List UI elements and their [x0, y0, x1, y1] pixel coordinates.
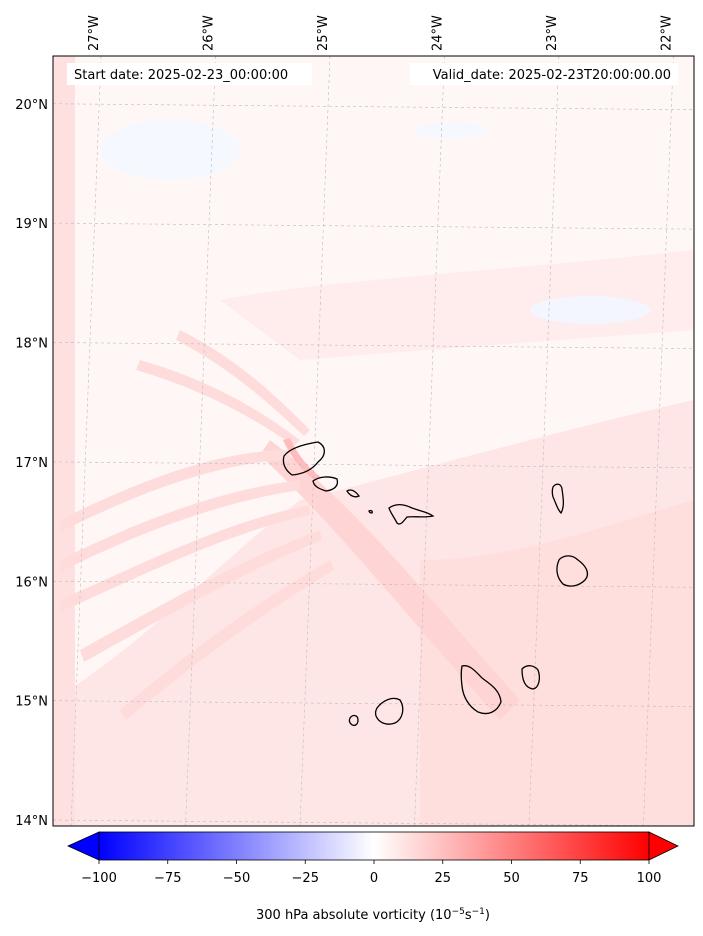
parallel-gridline [52, 700, 695, 707]
longitude-tick-label: 22°W [659, 15, 674, 51]
meridian-gridline [299, 55, 331, 827]
vorticity-field [53, 56, 694, 826]
parallel-gridline [52, 819, 695, 827]
colorbar-tick-label: 0 [370, 871, 378, 886]
colorbar-tick-label: −75 [154, 871, 181, 886]
start-date-box: Start date: 2025-02-23_00:00:00 [67, 63, 312, 85]
island-brava [348, 714, 359, 727]
longitude-tick-label: 23°W [545, 15, 560, 51]
longitude-labels: 27°W 26°W 25°W 24°W 23°W 22°W [87, 15, 674, 51]
vorticity-ripples [60, 330, 334, 720]
island-raso [368, 509, 373, 514]
colorbar-tick-label: −50 [223, 871, 250, 886]
vorticity-shade-band-north [220, 250, 694, 360]
latitude-tick-label: 18°N [15, 337, 48, 352]
parallel-gridline [52, 461, 695, 469]
parallel-gridline [52, 103, 695, 111]
latitude-tick-label: 16°N [15, 575, 48, 590]
latitude-tick-label: 14°N [15, 814, 48, 829]
colorbar-title: 300 hPa absolute vorticity (10−5s−1) [256, 907, 490, 923]
vorticity-shade-negative-1 [100, 120, 240, 180]
colorbar: −100 −75 −50 −25 0 25 50 75 100 300 hPa absolute… [67, 831, 679, 923]
colorbar-ticks: −100 −75 −50 −25 0 25 50 75 100 [81, 860, 661, 886]
vorticity-shade-lee-band [260, 440, 520, 720]
valid-date-box: Valid_date: 2025-02-23T20:00:00.00 [410, 63, 678, 85]
island-santiago [460, 665, 502, 715]
island-sao-nicolau [388, 503, 435, 525]
island-santo-antao [282, 441, 326, 476]
island-fogo [374, 697, 404, 725]
parallel-gridline [52, 222, 695, 230]
longitude-tick-label: 26°W [202, 15, 217, 51]
colorbar-tick-label: 25 [434, 871, 451, 886]
colorbar-tick-label: 50 [503, 871, 520, 886]
start-date-label: Start date: 2025-02-23_00:00:00 [74, 68, 288, 83]
valid-date-box-bg [410, 63, 678, 85]
map-panel: Start date: 2025-02-23_00:00:00 Valid_da… [15, 15, 695, 829]
colorbar-tick-label: −25 [292, 871, 319, 886]
vorticity-shade-west-edge [53, 56, 75, 826]
map-frame [52, 55, 695, 827]
parallel-gridline [52, 580, 695, 588]
longitude-tick-label: 24°W [430, 15, 445, 51]
meridian-gridline [528, 55, 560, 827]
latitude-tick-label: 15°N [15, 695, 48, 710]
latitude-labels: 20°N 19°N 18°N 17°N 16°N 15°N 14°N [15, 98, 48, 829]
valid-date-label: Valid_date: 2025-02-23T20:00:00.00 [433, 68, 671, 83]
colorbar-body [98, 831, 650, 861]
vorticity-shade-southeast [420, 500, 694, 826]
island-sal [551, 483, 565, 515]
island-sao-vicente [312, 476, 339, 492]
colorbar-tick-label: −100 [81, 871, 117, 886]
vorticity-shade-negative-2 [530, 296, 650, 324]
latitude-tick-label: 19°N [15, 217, 48, 232]
gridlines [52, 55, 695, 827]
island-santa-luzia [346, 489, 360, 498]
longitude-tick-label: 25°W [316, 15, 331, 51]
meridian-gridline [185, 55, 216, 827]
colorbar-tick-label: 75 [572, 871, 589, 886]
coastlines [282, 441, 589, 727]
meridian-gridline [70, 55, 102, 827]
latitude-tick-label: 20°N [15, 98, 48, 113]
meridian-gridline [643, 55, 674, 827]
island-maio [521, 665, 540, 690]
colorbar-tick-label: 100 [637, 871, 662, 886]
vorticity-shade-negative-3 [415, 122, 485, 138]
start-date-box-bg [67, 63, 312, 85]
latitude-tick-label: 17°N [15, 456, 48, 471]
colorbar-extend-low [67, 831, 100, 861]
island-boa-vista [556, 555, 589, 587]
meridian-gridline [414, 55, 445, 827]
parallel-gridline [52, 342, 695, 349]
colorbar-extend-high [648, 831, 679, 861]
longitude-tick-label: 27°W [87, 15, 102, 51]
